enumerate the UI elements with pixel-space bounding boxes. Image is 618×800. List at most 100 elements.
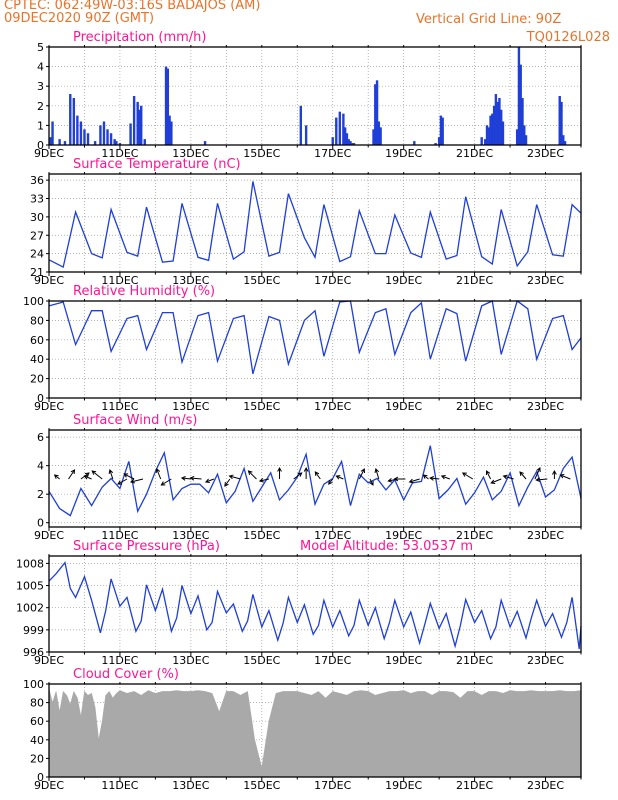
precip-bar [379, 127, 382, 145]
precip-bar [523, 125, 526, 145]
precip-bar [492, 105, 496, 145]
x-tick-label: 17DEC [314, 274, 351, 287]
x-tick-label: 15DEC [243, 529, 280, 542]
y-tick-label: 1005 [16, 580, 44, 593]
x-tick-label: 19DEC [385, 400, 422, 413]
x-tick-label: 15DEC [243, 779, 280, 792]
x-tick-label: 15DEC [243, 274, 280, 287]
precip-bar [439, 115, 443, 145]
wind-arrow [393, 476, 406, 482]
x-tick-label: 9DEC [34, 654, 64, 667]
x-tick-label: 23DEC [527, 529, 564, 542]
x-tick-label: 15DEC [243, 654, 280, 667]
precip-bar [487, 127, 490, 145]
panel-frame [48, 173, 582, 273]
precip-bar [496, 101, 499, 145]
panel-precipitation: Precipitation (mm/h) TQ0126L028 0 1 2 3 4 5 9DEC… [34, 30, 610, 160]
cloud-cover-area [48, 688, 582, 778]
x-tick-label: 19DEC [385, 274, 422, 287]
y-tick-label: 0 [37, 771, 44, 784]
precip-bar [136, 101, 139, 145]
y-tick-label: 2 [37, 488, 44, 501]
wind-arrow [228, 474, 241, 480]
precip-bar [72, 97, 76, 145]
precip-bar [494, 94, 498, 145]
x-tick-label: 19DEC [385, 529, 422, 542]
precip-bar [51, 121, 54, 145]
x-tick-label: 23DEC [527, 274, 564, 287]
precip-bar [351, 143, 354, 145]
panel-cloud-cover: Cloud Cover (%) 0 20 40 60 80 100 9DEC 11DEC 13DE… [23, 667, 582, 792]
run-time-header: 09DEC2020 90Z (GMT) [4, 11, 155, 26]
precip-bar [69, 94, 72, 145]
wind-arrow [485, 470, 492, 480]
x-tick-label: 11DEC [101, 147, 138, 160]
wind-arrow [335, 475, 344, 480]
x-tick-label: 23DEC [527, 654, 564, 667]
x-tick-label: 13DEC [172, 274, 209, 287]
x-tick-label: 21DEC [456, 400, 493, 413]
precip-bar [434, 143, 437, 145]
y-tick-label: 0 [37, 139, 44, 152]
x-tick-label: 15DEC [243, 147, 280, 160]
y-tick-label: 996 [23, 646, 44, 659]
run-code-label: TQ0126L028 [526, 30, 610, 45]
panel-frame [48, 683, 582, 778]
precip-bar [49, 137, 52, 145]
wind-arrow [180, 476, 191, 481]
y-tick-label: 21 [30, 266, 44, 279]
precip-bar [560, 101, 563, 145]
wind-arrow [277, 466, 282, 479]
precip-bar [63, 141, 67, 145]
y-tick-label: 0 [37, 517, 44, 530]
y-tick-label: 999 [23, 624, 44, 637]
panel-pressure: Surface Pressure (hPa) Model Altitude: 53… [16, 539, 582, 667]
wind-arrow [189, 475, 202, 481]
x-tick-label: 21DEC [456, 654, 493, 667]
x-tick-label: 23DEC [527, 400, 564, 413]
precip-bar [331, 137, 334, 145]
precip-bar [93, 141, 97, 145]
precip-bar [524, 135, 528, 145]
y-tick-label: 1008 [16, 557, 44, 570]
panel-title: Precipitation (mm/h) [73, 30, 206, 45]
precip-bar [132, 96, 136, 145]
y-tick-label: 2 [37, 100, 44, 113]
precip-bar [349, 141, 352, 145]
wind-arrow [429, 476, 440, 481]
series-line [48, 299, 582, 374]
precip-bar [304, 125, 308, 145]
y-tick-label: 30 [30, 211, 44, 224]
grid-line-note: Vertical Grid Line: 90Z [416, 12, 562, 27]
precip-bar [140, 105, 143, 145]
wind-arrow [117, 478, 128, 485]
wind-arrow [559, 474, 571, 480]
wind-arrow [68, 469, 76, 480]
precip-bar [563, 141, 567, 145]
precip-bar [86, 133, 90, 145]
precip-bar [79, 121, 83, 145]
wind-arrow [534, 467, 541, 480]
y-tick-label: 40 [30, 734, 44, 747]
y-tick-label: 24 [30, 248, 44, 261]
y-tick-label: 6 [37, 431, 44, 444]
precip-bar [102, 121, 106, 145]
x-tick-label: 9DEC [34, 147, 64, 160]
series-line [48, 181, 582, 269]
wind-arrow [258, 477, 270, 483]
x-tick-label: 13DEC [172, 529, 209, 542]
series-line [48, 561, 582, 650]
x-tick-label: 11DEC [101, 529, 138, 542]
x-tick-label: 9DEC [34, 529, 64, 542]
panel-title: Cloud Cover (%) [73, 667, 179, 682]
y-tick-label: 5 [37, 41, 44, 54]
precip-bar [501, 121, 505, 145]
precip-bar [515, 129, 519, 145]
precip-bar [498, 97, 501, 145]
wind-arrow [440, 474, 450, 480]
wind-arrow [461, 472, 474, 480]
wind-arrow [224, 478, 231, 487]
precip-bar [143, 139, 146, 145]
y-tick-label: 20 [30, 752, 44, 765]
precip-bar [484, 139, 487, 145]
